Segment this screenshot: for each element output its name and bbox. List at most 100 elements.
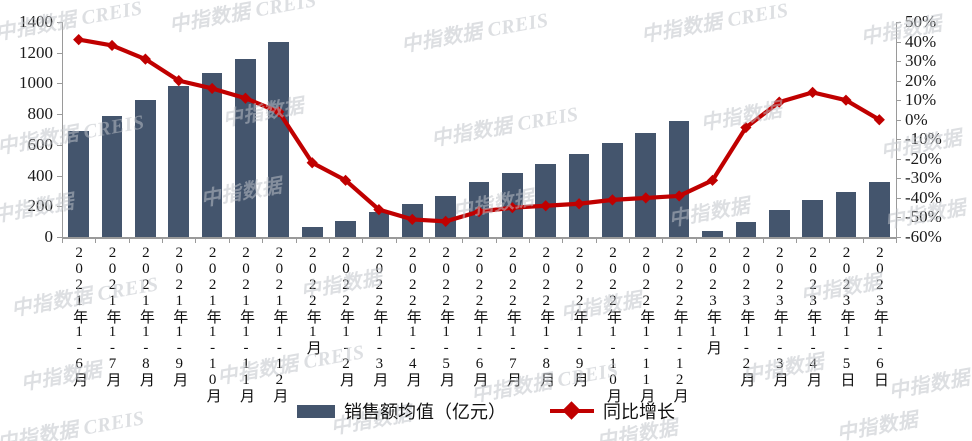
y-axis-right-tick bbox=[896, 61, 901, 63]
line-marker-diamond[interactable]: 2021年1-7月 38% bbox=[106, 39, 118, 52]
y-axis-left-tick-label: 1400 bbox=[19, 12, 53, 31]
watermark-text: 中指数据 bbox=[19, 359, 104, 395]
x-axis-tick bbox=[829, 237, 831, 243]
line-marker-diamond[interactable]: 2022年1-10月 -41% bbox=[606, 194, 619, 206]
y-axis-right-tick-label: -50% bbox=[905, 207, 942, 227]
bar[interactable] bbox=[201, 73, 223, 237]
y-axis-right-tick bbox=[896, 80, 901, 82]
x-axis-tick bbox=[595, 237, 597, 243]
x-axis-label: 2022年1-3月 bbox=[371, 245, 388, 387]
line-marker-diamond[interactable]: 2023年1-5日 10% bbox=[840, 94, 852, 106]
bar[interactable] bbox=[602, 143, 623, 237]
line-marker-diamond[interactable]: 2022年1-12月 -39% bbox=[673, 190, 685, 202]
x-axis-tick bbox=[128, 237, 130, 243]
y-axis-right-tick bbox=[896, 100, 901, 102]
line-diamond-swatch-icon bbox=[550, 401, 594, 420]
x-axis-label: 2023年1-6日 bbox=[871, 245, 888, 387]
line-marker-diamond[interactable]: 2021年1-10月 16% bbox=[206, 82, 218, 95]
y-axis-right-tick-label: -30% bbox=[905, 168, 942, 188]
chart-legend: 销售额均值（亿元） 同比增长 bbox=[0, 398, 972, 424]
x-axis-tick bbox=[562, 237, 564, 243]
x-axis-tick bbox=[395, 237, 397, 243]
x-axis-label: 2021年1-10月 bbox=[204, 245, 221, 403]
legend-item-sales[interactable]: 销售额均值（亿元） bbox=[297, 398, 506, 424]
line-series: 2021年1-6月 41% 2021年1-7月 38% 2021年1-8月 31% 2… bbox=[73, 33, 885, 227]
bar[interactable] bbox=[635, 133, 657, 237]
line-marker-diamond[interactable]: 2022年1-6月 -47% bbox=[473, 205, 485, 218]
bar[interactable] bbox=[702, 230, 723, 237]
x-axis-tick bbox=[195, 237, 197, 243]
y-axis-left-tick-label: 1000 bbox=[19, 73, 53, 93]
line-marker-diamond[interactable]: 2022年1-2月 -31% bbox=[339, 174, 352, 186]
y-axis-right-tick bbox=[896, 178, 901, 180]
x-axis-tick bbox=[62, 237, 63, 243]
bar[interactable] bbox=[568, 154, 590, 237]
bar[interactable] bbox=[101, 115, 123, 237]
line-marker-diamond[interactable]: 2021年1-9月 20% bbox=[173, 75, 185, 87]
line-marker-diamond[interactable]: 2022年1-8月 -44% bbox=[540, 200, 552, 212]
growth-line-path bbox=[76, 37, 882, 224]
x-axis-label: 2023年1-3月 bbox=[771, 245, 788, 387]
line-marker-diamond[interactable]: 2022年1-5月 -52% bbox=[440, 215, 452, 227]
x-axis-label: 2022年1-4月 bbox=[404, 245, 421, 387]
y-axis-left-tick bbox=[57, 22, 62, 23]
y-axis-left-tick-label: 200 bbox=[27, 196, 54, 216]
bar[interactable] bbox=[268, 41, 290, 237]
x-axis-tick bbox=[862, 237, 864, 243]
y-axis-right-tick bbox=[896, 217, 901, 219]
bar[interactable] bbox=[301, 227, 323, 237]
line-marker-diamond[interactable]: 2022年1月 -22% bbox=[306, 157, 318, 169]
y-axis-left-tick-label: 800 bbox=[27, 104, 54, 124]
x-axis-label: 2022年1-8月 bbox=[538, 245, 555, 387]
x-axis-label: 2022年1-2月 bbox=[338, 245, 355, 387]
line-marker-diamond[interactable]: 2023年1-2月 -4% bbox=[740, 121, 752, 134]
line-marker-diamond[interactable]: 2021年1-6月 41% bbox=[73, 33, 85, 46]
bar[interactable] bbox=[335, 221, 356, 237]
x-axis-label: 2021年1-8月 bbox=[137, 245, 154, 387]
bar[interactable] bbox=[668, 121, 690, 237]
bar[interactable] bbox=[735, 222, 757, 237]
bar[interactable] bbox=[68, 131, 89, 237]
y-axis-right-tick bbox=[896, 197, 901, 199]
x-axis-label: 2023年1-5日 bbox=[838, 245, 855, 387]
x-axis-tick bbox=[695, 237, 697, 243]
line-marker-diamond[interactable]: 2022年1-7月 -45% bbox=[506, 202, 518, 214]
y-axis-right-tick-label: 20% bbox=[905, 70, 937, 90]
line-marker-diamond[interactable]: 2022年1-4月 -51% bbox=[406, 213, 418, 226]
bar[interactable] bbox=[768, 210, 790, 237]
bar[interactable] bbox=[802, 200, 823, 237]
y-axis-right-tick bbox=[896, 22, 901, 23]
bar[interactable] bbox=[135, 100, 156, 237]
line-marker-diamond[interactable]: 2021年1-11月 11% bbox=[239, 92, 252, 104]
line-marker-diamond[interactable]: 2023年1-3月 9% bbox=[773, 96, 785, 108]
line-marker-diamond[interactable]: 2023年1-6日 0% bbox=[873, 114, 885, 126]
line-marker-diamond[interactable]: 2021年1-8月 31% bbox=[139, 53, 151, 65]
y-axis-left-tick-label: 600 bbox=[27, 134, 54, 154]
y-axis-right-tick-label: -20% bbox=[905, 148, 942, 168]
y-axis-left-tick-label: 0 bbox=[44, 227, 54, 246]
x-axis-tick bbox=[629, 237, 631, 243]
bar[interactable] bbox=[868, 182, 890, 237]
bar[interactable] bbox=[835, 192, 857, 237]
bar[interactable] bbox=[168, 85, 190, 237]
bar[interactable] bbox=[235, 58, 256, 237]
x-axis-label: 2023年1-2月 bbox=[738, 245, 755, 387]
y-axis-right-tick bbox=[896, 158, 901, 160]
x-axis-tick bbox=[328, 237, 330, 243]
y-axis-left-tick bbox=[57, 237, 62, 238]
x-axis-tick bbox=[162, 237, 164, 243]
line-marker-diamond[interactable]: 2022年1-11月 -40% bbox=[640, 192, 652, 204]
x-axis-tick bbox=[462, 237, 464, 243]
y-axis-left-tick-label: 400 bbox=[27, 165, 54, 185]
line-marker-diamond[interactable]: 2022年1-9月 -43% bbox=[573, 198, 585, 210]
legend-item-growth[interactable]: 同比增长 bbox=[550, 398, 675, 424]
line-marker-diamond[interactable]: 2023年1-4月 14% bbox=[807, 86, 819, 98]
y-axis-left-tick-label: 1200 bbox=[19, 42, 53, 62]
x-axis-tick bbox=[295, 237, 297, 243]
line-marker-diamond[interactable]: 2023年1月 -31% bbox=[706, 174, 719, 186]
bar[interactable] bbox=[368, 211, 390, 237]
line-marker-diamond[interactable]: 2022年1-3月 -46% bbox=[373, 204, 385, 216]
x-axis-tick bbox=[729, 237, 731, 243]
y-axis-left-line bbox=[62, 22, 63, 238]
